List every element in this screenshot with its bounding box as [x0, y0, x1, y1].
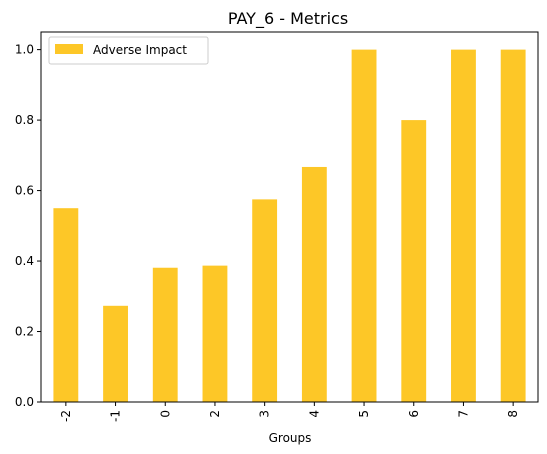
y-tick-label: 0.2	[15, 325, 34, 339]
bar--1	[103, 305, 128, 402]
x-tick-label: 0	[158, 410, 172, 418]
y-tick-label: 0.0	[15, 395, 34, 409]
bar-3	[252, 199, 278, 402]
bar-6	[401, 120, 427, 402]
chart-title: PAY_6 - Metrics	[228, 9, 348, 29]
y-tick-label: 1.0	[15, 43, 34, 57]
legend-label: Adverse Impact	[93, 43, 187, 57]
legend-box	[48, 36, 209, 65]
y-tick-label: 0.6	[15, 184, 34, 198]
y-tick-label: 0.4	[15, 254, 34, 268]
x-axis-label: Groups	[269, 431, 312, 445]
legend-swatch	[55, 44, 83, 54]
x-tick-label: -2	[59, 410, 73, 422]
x-tick-label: 2	[208, 410, 222, 418]
y-tick-label: 0.8	[15, 113, 34, 127]
x-axis: -2 -1 0 2 3 4 5 6 7 8	[59, 402, 520, 422]
bar-8	[500, 49, 526, 403]
bars-layer	[53, 49, 526, 403]
legend: Adverse Impact	[48, 36, 209, 65]
x-tick-label: 4	[307, 410, 321, 418]
x-tick-label: 6	[407, 410, 421, 418]
bar-2	[202, 265, 228, 402]
bar-5	[351, 49, 377, 403]
bar-7	[451, 49, 476, 403]
y-axis: 0.0 0.2 0.4 0.6 0.8 1.0	[15, 43, 41, 409]
bar--2	[53, 208, 79, 402]
bar-4	[301, 166, 327, 402]
bar-0	[152, 267, 178, 402]
x-tick-label: 8	[506, 410, 520, 418]
x-tick-label: 3	[258, 410, 272, 418]
x-tick-label: -1	[109, 410, 123, 422]
x-tick-label: 7	[456, 410, 470, 418]
x-tick-label: 5	[357, 410, 371, 418]
plot-frame	[40, 31, 539, 403]
